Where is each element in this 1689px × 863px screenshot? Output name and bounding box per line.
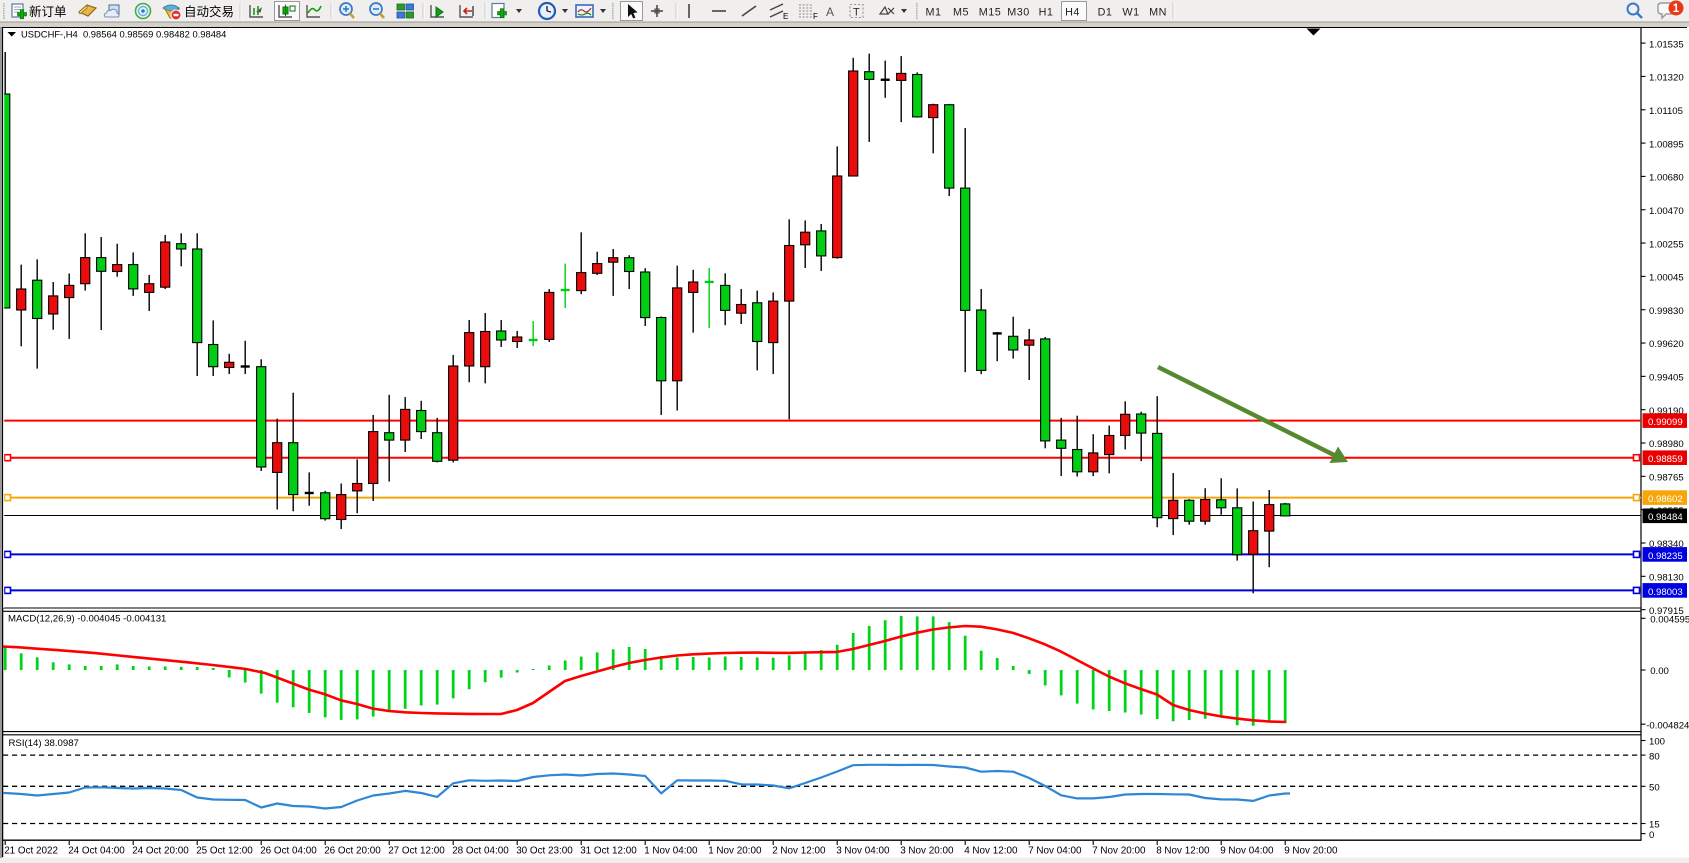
svg-text:24 Oct 04:00: 24 Oct 04:00 [68, 846, 125, 857]
svg-text:3 Nov 20:00: 3 Nov 20:00 [900, 846, 954, 857]
svg-text:1.00680: 1.00680 [1649, 173, 1684, 184]
svg-text:1 Nov 04:00: 1 Nov 04:00 [644, 846, 698, 857]
svg-text:0.98602: 0.98602 [1648, 494, 1683, 505]
svg-text:0.99405: 0.99405 [1649, 373, 1684, 384]
svg-text:M1: M1 [926, 7, 942, 19]
svg-text:4 Nov 12:00: 4 Nov 12:00 [964, 846, 1018, 857]
svg-text:15: 15 [1649, 820, 1660, 831]
svg-text:26 Oct 04:00: 26 Oct 04:00 [260, 846, 317, 857]
svg-text:MN: MN [1149, 7, 1167, 19]
svg-text:26 Oct 20:00: 26 Oct 20:00 [324, 846, 381, 857]
svg-text:100: 100 [1649, 737, 1665, 748]
svg-text:25 Oct 12:00: 25 Oct 12:00 [196, 846, 253, 857]
svg-text:E: E [783, 12, 788, 21]
svg-text:0.99830: 0.99830 [1649, 306, 1684, 317]
svg-text:30 Oct 23:00: 30 Oct 23:00 [516, 846, 573, 857]
svg-text:27 Oct 12:00: 27 Oct 12:00 [388, 846, 445, 857]
svg-text:0.98235: 0.98235 [1648, 551, 1683, 562]
svg-text:M15: M15 [979, 7, 1002, 19]
svg-text:9 Nov 04:00: 9 Nov 04:00 [1220, 846, 1274, 857]
svg-text:F: F [813, 12, 818, 21]
svg-text:H4: H4 [1065, 7, 1080, 19]
svg-text:M30: M30 [1007, 7, 1030, 19]
svg-text:0.99620: 0.99620 [1649, 339, 1684, 350]
svg-text:H1: H1 [1039, 7, 1054, 19]
svg-text:0.97915: 0.97915 [1649, 606, 1684, 617]
svg-text:USDCHF-,H4 0.98564 0.98569 0.: USDCHF-,H4 0.98564 0.98569 0.98482 0.984… [21, 28, 226, 39]
svg-text:3 Nov 04:00: 3 Nov 04:00 [836, 846, 890, 857]
svg-text:D1: D1 [1098, 7, 1113, 19]
svg-text:1.00045: 1.00045 [1649, 273, 1684, 284]
svg-text:MACD(12,26,9) -0.004045 -0.004: MACD(12,26,9) -0.004045 -0.004131 [8, 614, 166, 625]
svg-text:0.99190: 0.99190 [1649, 406, 1684, 417]
svg-text:0.004595: 0.004595 [1650, 615, 1689, 626]
svg-text:0.98130: 0.98130 [1649, 573, 1684, 584]
svg-text:24 Oct 20:00: 24 Oct 20:00 [132, 846, 189, 857]
svg-text:8 Nov 12:00: 8 Nov 12:00 [1156, 846, 1210, 857]
svg-text:0.98003: 0.98003 [1648, 587, 1683, 598]
svg-text:0.98765: 0.98765 [1649, 473, 1684, 484]
svg-text:0.00: 0.00 [1650, 666, 1669, 677]
svg-text:1: 1 [1673, 3, 1680, 15]
svg-text:80: 80 [1649, 751, 1660, 762]
svg-text:7 Nov 20:00: 7 Nov 20:00 [1092, 846, 1146, 857]
svg-text:RSI(14) 38.0987: RSI(14) 38.0987 [9, 738, 79, 749]
svg-text:自动交易: 自动交易 [184, 4, 234, 19]
svg-text:50: 50 [1649, 783, 1660, 794]
svg-text:1.00255: 1.00255 [1649, 239, 1684, 250]
svg-text:0.98980: 0.98980 [1649, 439, 1684, 450]
svg-text:1 Nov 20:00: 1 Nov 20:00 [708, 846, 762, 857]
svg-text:31 Oct 12:00: 31 Oct 12:00 [580, 846, 637, 857]
svg-text:1.00470: 1.00470 [1649, 206, 1684, 217]
svg-text:1.01105: 1.01105 [1649, 106, 1683, 117]
svg-text:9 Nov 20:00: 9 Nov 20:00 [1284, 846, 1338, 857]
svg-text:2 Nov 12:00: 2 Nov 12:00 [772, 846, 826, 857]
svg-text:-0.004824: -0.004824 [1646, 720, 1689, 731]
svg-text:0.98484: 0.98484 [1648, 512, 1683, 523]
svg-text:0.98340: 0.98340 [1649, 539, 1684, 550]
svg-text:0: 0 [1649, 830, 1654, 841]
svg-text:21 Oct 2022: 21 Oct 2022 [4, 846, 58, 857]
svg-text:W1: W1 [1122, 7, 1139, 19]
svg-text:7 Nov 04:00: 7 Nov 04:00 [1028, 846, 1082, 857]
svg-text:1.00895: 1.00895 [1649, 139, 1684, 150]
svg-text:M5: M5 [953, 7, 969, 19]
svg-text:1.01320: 1.01320 [1649, 73, 1684, 84]
svg-text:28 Oct 04:00: 28 Oct 04:00 [452, 846, 509, 857]
svg-text:0.99099: 0.99099 [1648, 417, 1683, 428]
svg-text:1.01535: 1.01535 [1649, 39, 1684, 50]
svg-text:A: A [826, 5, 834, 19]
svg-text:新订单: 新订单 [29, 4, 67, 19]
svg-text:0.98859: 0.98859 [1648, 454, 1683, 465]
svg-text:T: T [853, 7, 860, 19]
